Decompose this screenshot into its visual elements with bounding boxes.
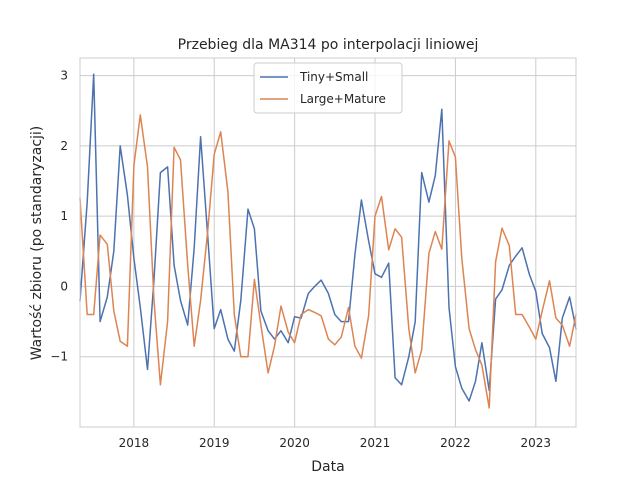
series-line-large-mature: [79, 114, 577, 409]
plot-frame: [79, 57, 577, 428]
y-tick-labels: −1 0 1 2 3: [50, 69, 68, 364]
x-tick-label: 2020: [279, 436, 310, 450]
y-tick-label: 1: [60, 209, 68, 223]
legend-label-large-mature: Large+Mature: [300, 92, 386, 106]
x-tick-labels: 2018 2019 2020 2021 2022 2023: [119, 436, 551, 450]
series-lines: [79, 73, 577, 409]
x-tick-label: 2023: [521, 436, 552, 450]
chart-title: Przebieg dla MA314 po interpolacji linio…: [178, 37, 479, 53]
x-tick-label: 2022: [440, 436, 471, 450]
y-tick-label: 3: [60, 69, 68, 83]
y-tick-label: 2: [60, 139, 68, 153]
y-tick-label: 0: [60, 279, 68, 293]
x-tick-label: 2019: [199, 436, 230, 450]
y-axis-label: Wartość zbioru (po standaryzacji): [29, 126, 45, 361]
legend-box: [253, 62, 403, 114]
x-axis-label: Data: [311, 459, 344, 475]
legend-label-tiny-small: Tiny+Small: [299, 70, 368, 84]
y-tick-label: −1: [50, 350, 68, 364]
x-tick-label: 2018: [119, 436, 150, 450]
x-tick-label: 2021: [360, 436, 391, 450]
legend: Tiny+Small Large+Mature: [253, 62, 403, 114]
series-line-tiny-small: [79, 73, 577, 402]
